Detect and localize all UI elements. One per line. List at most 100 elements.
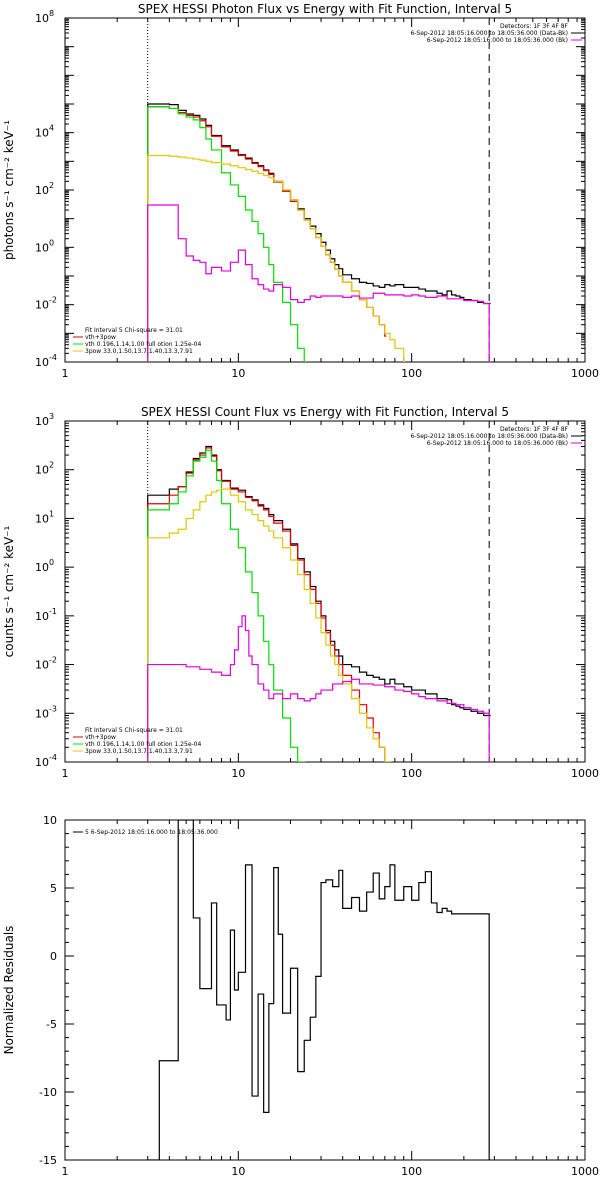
y-tick-base: 10	[35, 464, 49, 477]
chart-title: SPEX HESSI Count Flux vs Energy with Fit…	[141, 405, 509, 419]
y-tick-label: 10-4	[35, 753, 57, 769]
series-3pow	[147, 154, 406, 362]
y-tick-exponent: 8	[49, 9, 54, 18]
legend-entry: vth+3pow	[85, 734, 116, 741]
series-data-bk	[147, 445, 491, 762]
x-tick-label: 10	[231, 367, 245, 380]
y-tick-label: 108	[35, 9, 54, 25]
y-tick-base: 10	[35, 561, 49, 574]
legend-entry: Detectors: 1F 3F 4F 8F	[500, 23, 569, 30]
x-tick-label: 1000	[571, 367, 599, 380]
y-tick-base: 10	[35, 12, 49, 25]
x-tick-label: 10	[231, 1165, 245, 1178]
y-tick-label: 104	[35, 124, 54, 140]
x-tick-label: 1	[62, 767, 69, 780]
y-tick-base: 10	[35, 184, 49, 197]
y-tick-label: 10-4	[35, 353, 57, 369]
y-tick-base: 10	[35, 659, 49, 672]
legend-entry: 6-Sep-2012 18:05:16.000 to 18:05:36.000 …	[427, 37, 568, 44]
y-tick-exponent: 1	[49, 509, 54, 518]
y-tick-label: 100	[35, 238, 54, 254]
y-tick-label: 10	[43, 814, 57, 827]
y-tick-exponent: 0	[49, 558, 54, 567]
y-tick-label: -5	[46, 1018, 57, 1031]
x-tick-label: 100	[401, 367, 422, 380]
y-tick-base: 10	[35, 415, 49, 428]
series-bk	[147, 615, 491, 762]
y-tick-label: -10	[39, 1086, 57, 1099]
chart-title: SPEX HESSI Photon Flux vs Energy with Fi…	[138, 2, 512, 16]
legend-entry: 6-Sep-2012 18:05:16.000 to 18:05:36.000 …	[427, 440, 568, 447]
y-tick-label: 100	[35, 558, 54, 574]
y-tick-label: 102	[35, 181, 54, 197]
y-tick-exponent: -1	[49, 607, 57, 616]
x-tick-label: 10	[231, 767, 245, 780]
legend-entry: 5 6-Sep-2012 18:05:16.000 to 18:05:36.00…	[85, 829, 218, 836]
y-tick-label: 10-2	[35, 656, 57, 672]
photon-flux-panel: SPEX HESSI Photon Flux vs Energy with Fi…	[2, 2, 599, 380]
series-group	[147, 445, 491, 762]
y-axis-label: counts s⁻¹ cm⁻² keV⁻¹	[2, 525, 16, 657]
residuals-panel: Normalized Residuals 1 10 100 1000 -15 -10 -5 0 5…	[2, 814, 599, 1178]
legend-entry: vth 0.196,1.14,1.00 full otion 1.25e-04	[85, 741, 201, 748]
series-vth	[147, 106, 306, 362]
x-tick-label: 1000	[571, 1165, 599, 1178]
series-group	[147, 820, 491, 1160]
legend-entry: 3pow 33.0,1.50,13.7,1.40,13.3,7.91	[85, 748, 193, 755]
legend-entry: Detectors: 1F 3F 4F 8F	[500, 426, 569, 433]
series-3pow	[147, 488, 392, 762]
plot-frame	[64, 17, 586, 363]
x-tick-label: 100	[401, 1165, 422, 1178]
y-tick-exponent: 0	[49, 238, 54, 247]
y-tick-label: 103	[35, 412, 54, 428]
y-tick-base: 10	[35, 756, 49, 769]
legend-entry: 6-Sep-2012 18:05:16.000 to 18:05:36.000 …	[410, 433, 568, 440]
series-5	[147, 820, 491, 1160]
y-tick-base: 10	[35, 299, 49, 312]
series-bk	[147, 204, 491, 362]
series-vth-3pow	[147, 447, 392, 762]
y-tick-exponent: -4	[49, 753, 57, 762]
y-tick-exponent: 3	[49, 412, 54, 421]
y-tick-base: 10	[35, 241, 49, 254]
y-axis-label: photons s⁻¹ cm⁻² keV⁻¹	[2, 120, 16, 260]
x-tick-label: 1000	[571, 767, 599, 780]
series-vth-3pow	[147, 106, 387, 362]
legend-entry: Fit Interval 5 Chi-square = 31.01	[85, 327, 183, 334]
y-tick-exponent: -2	[49, 296, 57, 305]
y-tick-label: 101	[35, 509, 54, 525]
y-tick-exponent: -4	[49, 353, 57, 362]
y-tick-label: 10-1	[35, 607, 57, 623]
legend-entry: 6-Sep-2012 18:05:16.000 to 18:05:36.000 …	[410, 30, 568, 37]
y-tick-label: 10-2	[35, 296, 57, 312]
series-data-bk	[147, 103, 491, 362]
y-tick-label: 10-3	[35, 704, 57, 720]
legend-entry: Fit Interval 5 Chi-square = 31.01	[85, 727, 183, 734]
x-tick-label: 1	[62, 367, 69, 380]
legend-entry: 3pow 33.0,1.50,13.7,1.40,13.3,7.91	[85, 348, 193, 355]
x-tick-label: 1	[62, 1165, 69, 1178]
y-tick-exponent: -3	[49, 704, 57, 713]
y-tick-base: 10	[35, 610, 49, 623]
legend-entry: vth+3pow	[85, 334, 116, 341]
plot-frame	[64, 819, 586, 1161]
y-tick-label: -15	[39, 1154, 57, 1167]
y-tick-label: 0	[50, 950, 57, 963]
y-tick-base: 10	[35, 707, 49, 720]
y-tick-exponent: 4	[49, 124, 54, 133]
y-tick-base: 10	[35, 356, 49, 369]
y-tick-base: 10	[35, 512, 49, 525]
series-vth	[147, 449, 306, 762]
series-group	[147, 103, 491, 362]
x-tick-label: 100	[401, 767, 422, 780]
y-tick-exponent: -2	[49, 656, 57, 665]
y-tick-label: 5	[50, 882, 57, 895]
plot-frame	[64, 420, 586, 763]
y-tick-base: 10	[35, 127, 49, 140]
count-flux-panel: SPEX HESSI Count Flux vs Energy with Fit…	[2, 405, 599, 780]
y-tick-label: 102	[35, 461, 54, 477]
legend-entry: vth 0.196,1.14,1.00 full otion 1.25e-04	[85, 341, 201, 348]
y-tick-exponent: 2	[49, 181, 54, 190]
y-axis-label: Normalized Residuals	[2, 926, 16, 1055]
